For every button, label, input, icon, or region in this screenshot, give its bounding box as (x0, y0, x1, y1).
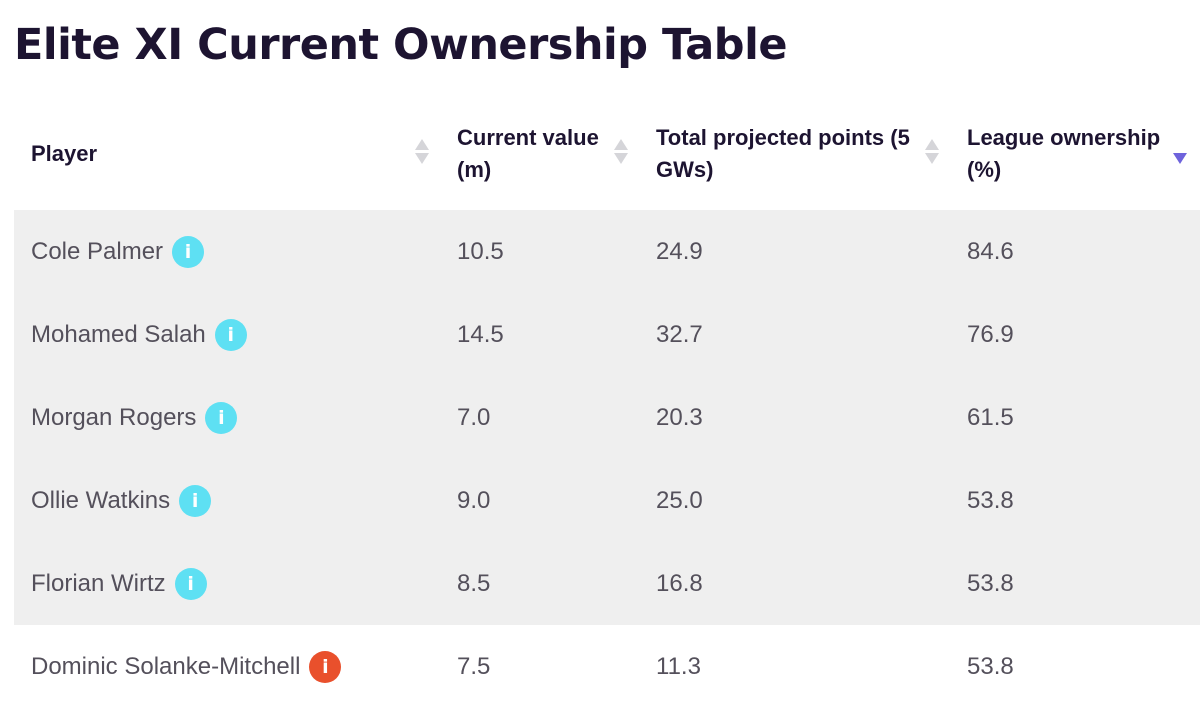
sort-down-icon (925, 153, 939, 164)
cell-points: 20.3 (656, 376, 703, 459)
column-header-league-ownership[interactable]: League ownership (%) (967, 98, 1182, 210)
cell-player-text: Morgan Rogers (31, 403, 197, 431)
cell-points: 32.7 (656, 293, 703, 376)
sort-down-active-icon (1173, 153, 1187, 164)
cell-player: Cole Palmer i (31, 210, 205, 293)
info-icon[interactable]: i (172, 235, 205, 268)
cell-value: 9.0 (457, 459, 490, 542)
cell-ownership-text: 84.6 (967, 237, 1014, 265)
sort-icon-current-value[interactable] (612, 136, 630, 172)
table-row: Mohamed Salah i 14.5 32.7 76.9 (14, 293, 1200, 376)
cell-points-text: 11.3 (656, 652, 701, 680)
cell-player: Dominic Solanke-Mitchell i (31, 625, 342, 708)
cell-ownership-text: 61.5 (967, 403, 1014, 431)
cell-ownership-text: 53.8 (967, 486, 1014, 514)
cell-ownership-text: 53.8 (967, 652, 1014, 680)
cell-value-text: 9.0 (457, 486, 491, 514)
cell-player: Florian Wirtz i (31, 542, 207, 625)
sort-down-icon (415, 153, 429, 164)
column-header-label: Player (31, 141, 98, 166)
cell-points-text: 24.9 (656, 237, 703, 265)
cell-player-text: Ollie Watkins (31, 486, 171, 514)
cell-value-text: 7.0 (457, 403, 491, 431)
sort-icon-league-ownership[interactable] (1171, 136, 1189, 172)
cell-player: Ollie Watkins i (31, 459, 212, 542)
table-row: Morgan Rogers i 7.0 20.3 61.5 (14, 376, 1200, 459)
sort-up-icon (614, 139, 628, 150)
cell-ownership: 53.8 (967, 625, 1014, 708)
cell-points-text: 20.3 (656, 403, 703, 431)
column-header-current-value[interactable]: Current value (m) (457, 98, 617, 210)
cell-points: 16.8 (656, 542, 703, 625)
cell-value-text: 10.5 (457, 237, 504, 265)
ownership-table: Player Current value (m) Total projected… (14, 98, 1200, 708)
table-row: Dominic Solanke-Mitchell i 7.5 11.3 53.8 (14, 625, 1200, 708)
cell-points: 11.3 (656, 625, 701, 708)
column-header-label: League ownership (%) (967, 125, 1161, 182)
column-header-label: Total projected points (5 GWs) (656, 125, 910, 182)
sort-down-icon (614, 153, 628, 164)
cell-ownership: 53.8 (967, 542, 1014, 625)
cell-player-text: Dominic Solanke-Mitchell (31, 652, 301, 680)
info-icon[interactable]: i (174, 567, 207, 600)
sort-icon-player[interactable] (413, 136, 431, 172)
cell-points: 25.0 (656, 459, 703, 542)
page-title: Elite XI Current Ownership Table (14, 20, 788, 70)
cell-value-text: 14.5 (457, 320, 504, 348)
sort-icon-projected-points[interactable] (923, 136, 941, 172)
info-icon[interactable]: i (179, 484, 212, 517)
cell-ownership: 84.6 (967, 210, 1014, 293)
column-header-player[interactable]: Player (31, 98, 411, 210)
cell-value: 7.5 (457, 625, 490, 708)
cell-ownership-text: 76.9 (967, 320, 1014, 348)
column-header-projected-points[interactable]: Total projected points (5 GWs) (656, 98, 938, 210)
cell-value-text: 7.5 (457, 652, 491, 680)
cell-ownership: 76.9 (967, 293, 1014, 376)
cell-value: 8.5 (457, 542, 490, 625)
table-row: Ollie Watkins i 9.0 25.0 53.8 (14, 459, 1200, 542)
info-icon[interactable]: i (214, 318, 247, 351)
table-header: Player Current value (m) Total projected… (14, 98, 1200, 210)
cell-value: 10.5 (457, 210, 504, 293)
cell-ownership-text: 53.8 (967, 569, 1014, 597)
cell-player: Morgan Rogers i (31, 376, 238, 459)
column-header-label: Current value (m) (457, 125, 599, 182)
cell-points: 24.9 (656, 210, 703, 293)
cell-points-text: 16.8 (656, 569, 703, 597)
table-row: Florian Wirtz i 8.5 16.8 53.8 (14, 542, 1200, 625)
cell-ownership: 61.5 (967, 376, 1014, 459)
alert-info-icon[interactable]: i (309, 650, 342, 683)
cell-points-text: 32.7 (656, 320, 703, 348)
sort-up-icon (415, 139, 429, 150)
table-body: Cole Palmer i 10.5 24.9 84.6 Mohamed Salah i 14… (14, 210, 1200, 708)
cell-value: 14.5 (457, 293, 504, 376)
cell-value-text: 8.5 (457, 569, 491, 597)
cell-value: 7.0 (457, 376, 490, 459)
info-icon[interactable]: i (205, 401, 238, 434)
sort-up-icon (925, 139, 939, 150)
cell-player: Mohamed Salah i (31, 293, 247, 376)
sort-up-icon (1173, 139, 1187, 150)
table-row: Cole Palmer i 10.5 24.9 84.6 (14, 210, 1200, 293)
cell-player-text: Cole Palmer (31, 237, 164, 265)
cell-player-text: Florian Wirtz (31, 569, 166, 597)
cell-points-text: 25.0 (656, 486, 703, 514)
cell-player-text: Mohamed Salah (31, 320, 206, 348)
cell-ownership: 53.8 (967, 459, 1014, 542)
